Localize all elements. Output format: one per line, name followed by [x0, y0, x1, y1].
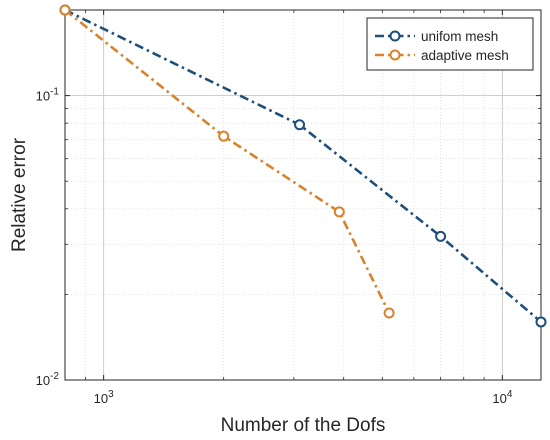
plot-frame [64, 9, 542, 381]
series-layer [59, 4, 547, 328]
series-line-adaptive-mesh [64, 8, 391, 314]
x-tick-label: 103 [94, 389, 114, 406]
legend-box [366, 17, 534, 71]
y-axis-label: Relative error [9, 137, 30, 252]
legend-marker [389, 49, 401, 61]
y-tick-label: 10-1 [36, 87, 60, 104]
x-tick-label: 104 [492, 389, 512, 406]
data-point [435, 230, 447, 242]
data-point [383, 307, 395, 319]
y-tick-label: 10-2 [36, 371, 60, 388]
x-axis-label: Number of the Dofs [221, 415, 386, 436]
data-point [333, 206, 345, 218]
data-point [294, 119, 306, 131]
legend: unifom mesh adaptive mesh [366, 17, 534, 71]
data-point [535, 316, 547, 328]
data-point [218, 130, 230, 142]
data-point [59, 4, 71, 16]
legend-label: unifom mesh [421, 29, 498, 44]
series-line-uniform-mesh [64, 8, 542, 323]
tick-labels: 103 104 10-2 10-1 [36, 87, 513, 406]
legend-marker [389, 30, 401, 42]
axis-ticks [64, 9, 541, 381]
legend-label: adaptive mesh [421, 48, 509, 63]
